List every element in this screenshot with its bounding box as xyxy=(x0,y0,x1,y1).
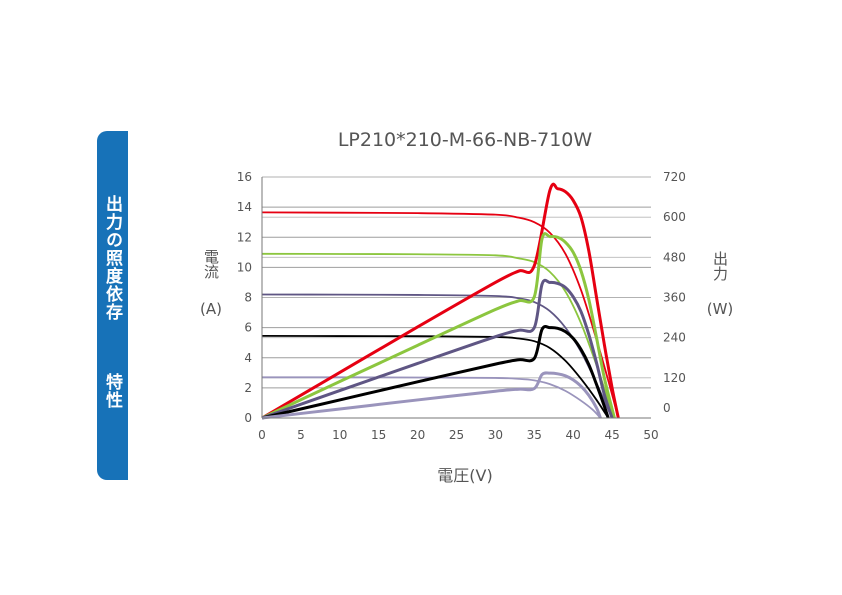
x-tick-label-1: 5 xyxy=(297,428,305,442)
y-left-tick-label-1: 2 xyxy=(244,381,252,395)
x-tick-label-6: 30 xyxy=(488,428,503,442)
power-curve-1 xyxy=(261,232,616,420)
grid xyxy=(262,176,651,389)
x-tick-label-5: 25 xyxy=(449,428,464,442)
y-left-tick-label-0: 0 xyxy=(244,411,252,425)
side-tab-subtitle: 特性 xyxy=(102,373,122,409)
x-tick-label-0: 0 xyxy=(258,428,266,442)
side-tab: 出力の照度依存 特性 xyxy=(97,131,128,480)
x-tick-label-9: 45 xyxy=(604,428,619,442)
power-curve-4 xyxy=(261,371,602,420)
y-left-tick-label-6: 12 xyxy=(237,230,252,244)
x-tick-label-8: 40 xyxy=(566,428,581,442)
iv-curve-3 xyxy=(261,335,609,419)
x-tick-label-10: 50 xyxy=(643,428,658,442)
y-left-unit: (A) xyxy=(200,300,222,318)
y-right-unit: (W) xyxy=(707,300,734,318)
y-right-label: 出力 xyxy=(711,251,729,282)
y-right-tick-label-2: 240 xyxy=(663,331,686,345)
x-tick-label-3: 15 xyxy=(371,428,386,442)
power-curve-0 xyxy=(261,182,620,420)
y-right-tick-label-4: 480 xyxy=(663,250,686,264)
series-layer xyxy=(261,182,620,420)
x-tick-label-7: 35 xyxy=(527,428,542,442)
chart-title: LP210*210-M-66-NB-710W xyxy=(338,129,593,151)
y-left-tick-label-3: 6 xyxy=(244,321,252,335)
y-right-tick-label-1: 120 xyxy=(663,371,686,385)
y-right-tick-label-6: 720 xyxy=(663,170,686,184)
y-right-tick-label-5: 600 xyxy=(663,210,686,224)
y-left-tick-label-5: 10 xyxy=(237,260,252,274)
x-tick-label-4: 20 xyxy=(410,428,425,442)
power-curve-3 xyxy=(261,325,610,420)
axes xyxy=(261,177,651,419)
y-left-label: 電流 xyxy=(202,249,220,280)
y-left-tick-label-2: 4 xyxy=(244,351,252,365)
side-tab-title: 出力の照度依存 xyxy=(102,195,122,321)
x-axis-label: 電圧(V) xyxy=(437,466,492,485)
power-curve-2 xyxy=(261,278,614,420)
y-left-tick-label-8: 16 xyxy=(237,170,252,184)
y-left-tick-label-7: 14 xyxy=(237,200,252,214)
y-right-tick-label-3: 360 xyxy=(663,291,686,305)
tick-labels: 0 5 10 15 20 25 30 35 40 45 50 0 2 4 6 8 10 12 14 16 0 120 240… xyxy=(237,170,686,442)
x-tick-label-2: 10 xyxy=(332,428,347,442)
y-left-tick-label-4: 8 xyxy=(244,291,252,305)
iv-curve-4 xyxy=(261,376,602,419)
y-right-tick-label-0: 0 xyxy=(663,401,671,415)
